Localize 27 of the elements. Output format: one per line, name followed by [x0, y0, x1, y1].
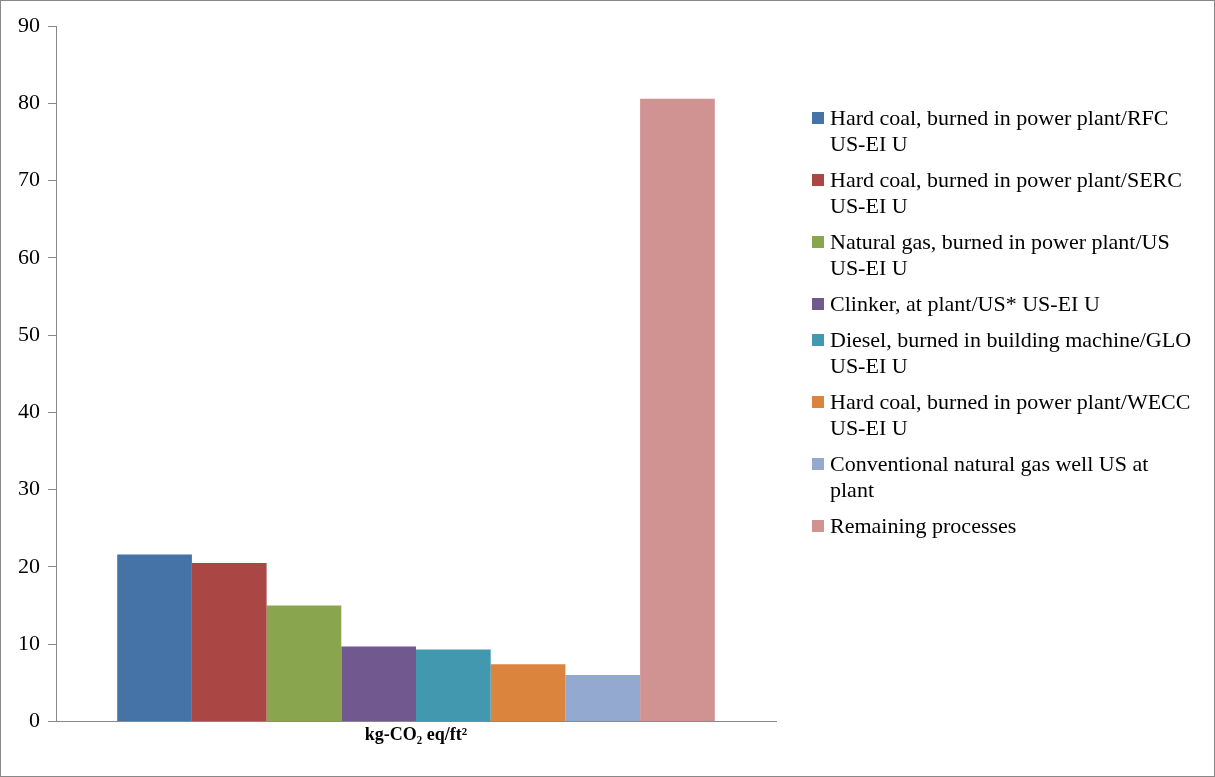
- y-tick-label: 90: [18, 11, 40, 37]
- y-tick-label: 20: [18, 552, 40, 578]
- bar: [565, 675, 641, 721]
- x-tick-label: kg-CO₂ eq/ft²: [364, 723, 468, 744]
- y-tick-label: 60: [18, 243, 40, 269]
- bar: [341, 646, 416, 721]
- legend-label: Diesel, burned in building machine/GLO US-EI U: [830, 327, 1193, 379]
- bar: [191, 563, 267, 721]
- bar: [266, 605, 342, 721]
- y-tick-label: 50: [18, 320, 40, 346]
- legend-label: Clinker, at plant/US* US-EI U: [830, 291, 1100, 317]
- bar: [117, 554, 192, 721]
- bar: [640, 98, 715, 721]
- legend-label: Hard coal, burned in power plant/RFC US-EI U: [830, 105, 1170, 157]
- y-tick-label: 30: [18, 475, 40, 501]
- bar: [490, 664, 566, 721]
- legend-label: Hard coal, burned in power plant/SERC US-EI U: [830, 167, 1183, 219]
- y-tick-label: 0: [29, 707, 40, 733]
- legend-label: Conventional natural gas well US at plant: [830, 451, 1150, 503]
- bar: [416, 649, 491, 721]
- y-tick-label: 70: [18, 166, 40, 192]
- y-tick-label: 80: [18, 89, 40, 115]
- y-tick-label: 40: [18, 398, 40, 424]
- legend-label: Natural gas, burned in power plant/US US-EI U: [830, 229, 1171, 281]
- legend-label: Hard coal, burned in power plant/WECC US-EI U: [830, 389, 1192, 441]
- legend-label: Remaining processes: [830, 513, 1017, 539]
- y-tick-label: 10: [18, 629, 40, 655]
